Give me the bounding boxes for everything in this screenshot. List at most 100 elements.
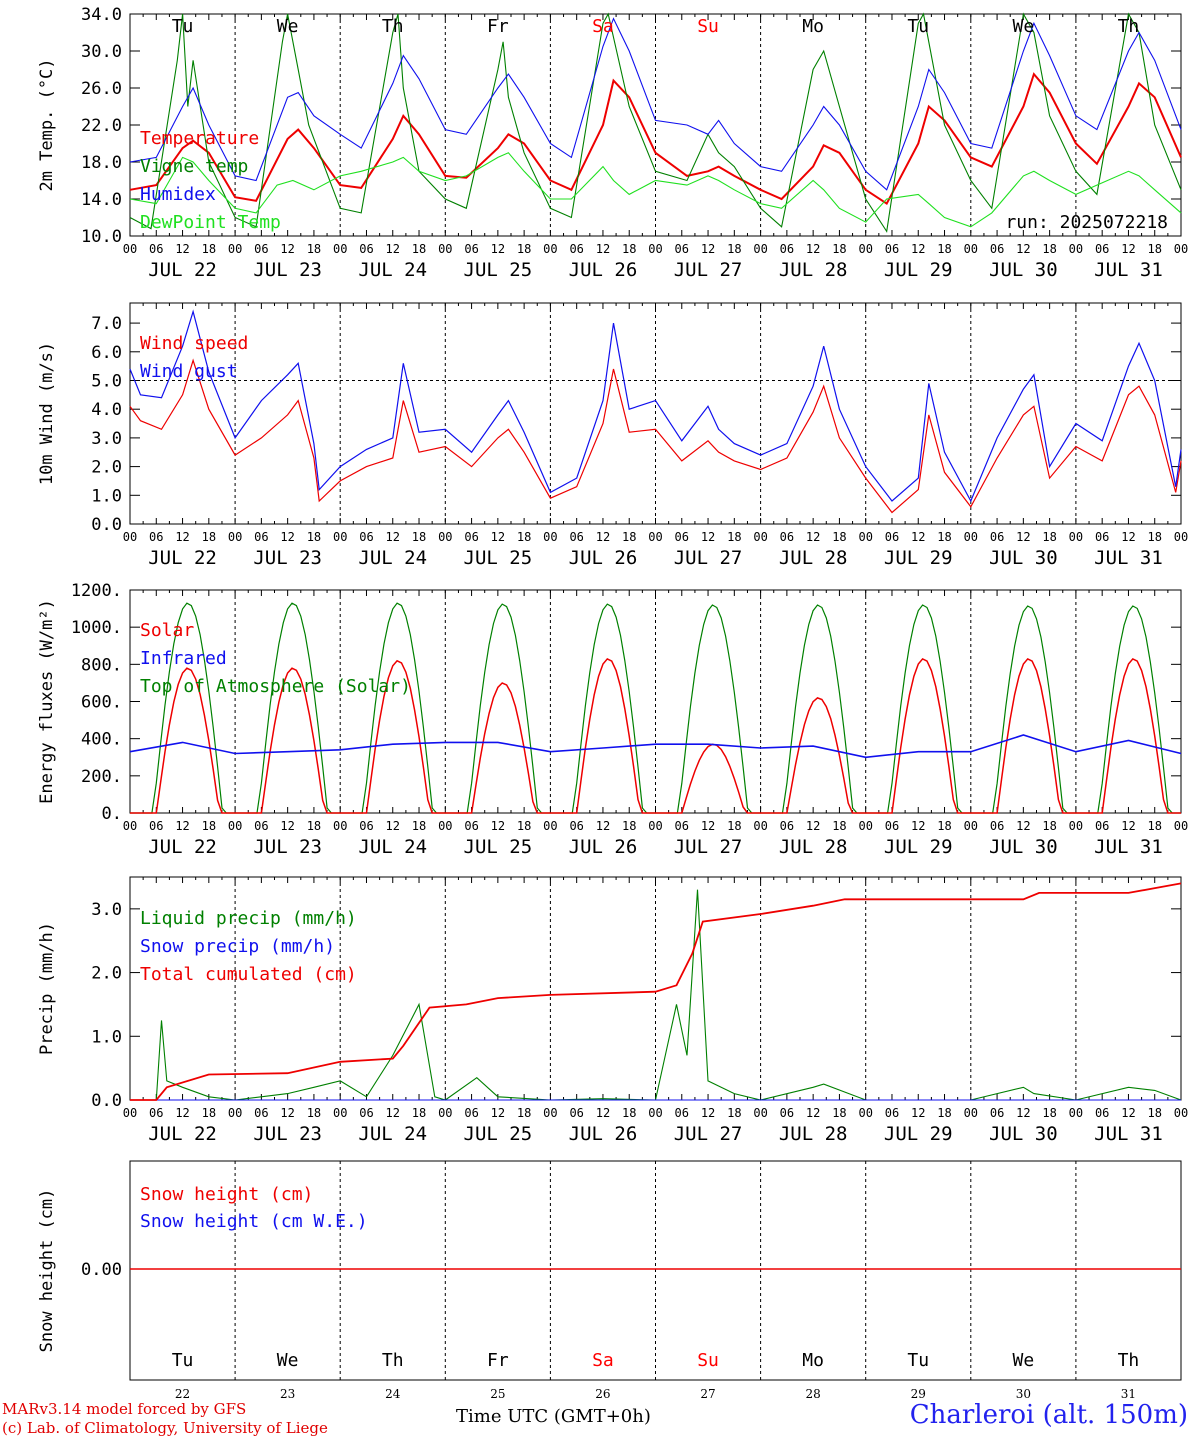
hour-tick-label: 06 bbox=[990, 819, 1004, 833]
legend-entry: Total cumulated (cm) bbox=[140, 964, 357, 985]
hour-tick-label: 12 bbox=[386, 242, 400, 256]
weekday-header: Fr bbox=[487, 16, 509, 37]
day-number: 25 bbox=[490, 1387, 505, 1401]
hour-tick-label: 00 bbox=[438, 242, 452, 256]
hour-tick-label: 06 bbox=[359, 530, 373, 544]
hour-tick-label: 18 bbox=[202, 1106, 216, 1120]
hour-tick-label: 06 bbox=[675, 530, 689, 544]
hour-tick-label: 00 bbox=[964, 530, 978, 544]
hour-tick-label: 18 bbox=[1042, 530, 1056, 544]
hour-tick-label: 00 bbox=[1069, 1106, 1083, 1120]
y-tick-label: 0.0 bbox=[91, 1091, 122, 1111]
hour-tick-label: 12 bbox=[175, 1106, 189, 1120]
hour-tick-label: 18 bbox=[1042, 242, 1056, 256]
hour-tick-label: 00 bbox=[858, 530, 872, 544]
hour-tick-label: 06 bbox=[675, 819, 689, 833]
weekday-footer: Su bbox=[697, 1350, 719, 1371]
weekday-footer: Fr bbox=[487, 1350, 509, 1371]
y-tick-label: 2.0 bbox=[91, 964, 122, 984]
hour-tick-label: 18 bbox=[937, 819, 951, 833]
hour-tick-label: 18 bbox=[727, 1106, 741, 1120]
series-dewpoint-temp bbox=[129, 152, 1182, 228]
hour-tick-label: 18 bbox=[412, 242, 426, 256]
weekday-header: Sa bbox=[592, 16, 614, 37]
hour-tick-label: 18 bbox=[307, 530, 321, 544]
weekday-footer: Th bbox=[382, 1350, 404, 1371]
hour-tick-label: 12 bbox=[911, 1106, 925, 1120]
y-tick-label: 30.0 bbox=[81, 42, 122, 62]
date-label: JUL 24 bbox=[358, 1123, 427, 1145]
hour-tick-label: 12 bbox=[1121, 530, 1135, 544]
hour-tick-label: 12 bbox=[596, 1106, 610, 1120]
hour-tick-label: 12 bbox=[175, 819, 189, 833]
date-label: JUL 29 bbox=[884, 836, 953, 858]
hour-tick-label: 00 bbox=[123, 819, 137, 833]
legend-entry: Liquid precip (mm/h) bbox=[140, 908, 357, 929]
date-label: JUL 30 bbox=[989, 836, 1058, 858]
legend-entry: DewPoint Temp bbox=[140, 212, 281, 233]
panel-frame-2 bbox=[129, 589, 1182, 814]
hour-tick-label: 00 bbox=[648, 819, 662, 833]
hour-tick-label: 00 bbox=[123, 242, 137, 256]
day-number: 31 bbox=[1121, 1387, 1136, 1401]
date-label: JUL 24 bbox=[358, 547, 427, 569]
series-total-cumulated-cm- bbox=[130, 882, 1182, 1101]
date-label: JUL 25 bbox=[464, 259, 533, 281]
y-tick-label: 10.0 bbox=[81, 227, 122, 247]
hour-tick-label: 12 bbox=[491, 1106, 505, 1120]
hour-tick-label: 18 bbox=[937, 1106, 951, 1120]
weekday-footer: Mo bbox=[802, 1350, 824, 1371]
date-label: JUL 25 bbox=[464, 1123, 533, 1145]
hour-tick-label: 00 bbox=[333, 1106, 347, 1120]
hour-tick-label: 06 bbox=[569, 242, 583, 256]
hour-tick-label: 18 bbox=[622, 1106, 636, 1120]
day-number: 26 bbox=[595, 1387, 610, 1401]
hour-tick-label: 06 bbox=[1095, 242, 1109, 256]
hour-tick-label: 06 bbox=[149, 530, 163, 544]
weekday-header: Su bbox=[697, 16, 719, 37]
hour-tick-label: 00 bbox=[123, 530, 137, 544]
legend-entry: Temperature bbox=[140, 128, 259, 149]
y-tick-label: 2.0 bbox=[91, 458, 122, 478]
y-tick-label: 400. bbox=[81, 730, 122, 750]
date-label: JUL 22 bbox=[148, 836, 217, 858]
weekday-footer: Sa bbox=[592, 1350, 614, 1371]
hour-tick-label: 06 bbox=[359, 1106, 373, 1120]
hour-tick-label: 06 bbox=[1095, 1106, 1109, 1120]
hour-tick-label: 00 bbox=[228, 819, 242, 833]
time-axis-label: Time UTC (GMT+0h) bbox=[456, 1406, 651, 1427]
hour-tick-label: 18 bbox=[937, 530, 951, 544]
hour-tick-label: 00 bbox=[858, 242, 872, 256]
hour-tick-label: 00 bbox=[123, 1106, 137, 1120]
station-name: Charleroi (alt. 150m) bbox=[909, 1400, 1188, 1430]
day-number: 23 bbox=[280, 1387, 295, 1401]
date-label: JUL 25 bbox=[464, 836, 533, 858]
date-label: JUL 23 bbox=[253, 259, 322, 281]
hour-tick-label: 12 bbox=[280, 819, 294, 833]
legend-entry: Wind gust bbox=[140, 361, 238, 382]
hour-tick-label: 06 bbox=[675, 1106, 689, 1120]
hour-tick-label: 12 bbox=[175, 242, 189, 256]
hour-tick-label: 00 bbox=[753, 242, 767, 256]
weekday-header: Mo bbox=[802, 16, 824, 37]
hour-tick-label: 00 bbox=[753, 530, 767, 544]
hour-tick-label: 00 bbox=[1069, 242, 1083, 256]
hour-tick-label: 18 bbox=[412, 530, 426, 544]
hour-tick-label: 12 bbox=[1121, 1106, 1135, 1120]
legend-entry: Humidex bbox=[140, 184, 216, 205]
hour-tick-label: 18 bbox=[1147, 530, 1161, 544]
series-wind-speed bbox=[129, 358, 1182, 514]
hour-tick-label: 18 bbox=[307, 1106, 321, 1120]
weekday-header: Th bbox=[1118, 16, 1140, 37]
hour-tick-label: 00 bbox=[228, 530, 242, 544]
date-label: JUL 31 bbox=[1094, 259, 1163, 281]
hour-tick-label: 12 bbox=[280, 242, 294, 256]
hour-tick-label: 12 bbox=[701, 242, 715, 256]
hour-tick-label: 12 bbox=[386, 819, 400, 833]
y-tick-label: 1.0 bbox=[91, 1027, 122, 1047]
legend-entry: Snow height (cm W.E.) bbox=[140, 1211, 368, 1232]
series-temperature bbox=[129, 72, 1182, 206]
date-label: JUL 29 bbox=[884, 1123, 953, 1145]
weekday-footer: Tu bbox=[907, 1350, 929, 1371]
